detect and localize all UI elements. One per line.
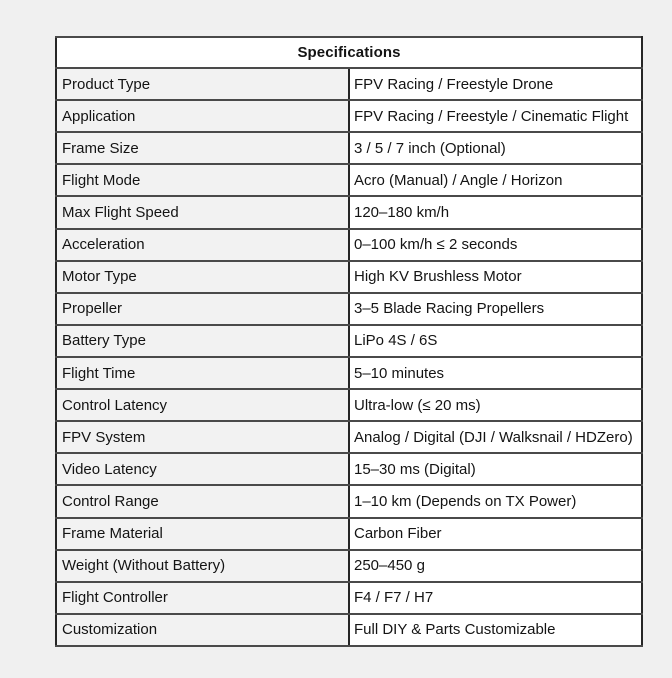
spec-label-cell: Propeller — [55, 291, 350, 326]
spec-value-cell: FPV Racing / Freestyle Drone — [348, 66, 643, 102]
spec-value-cell: 3–5 Blade Racing Propellers — [348, 291, 643, 326]
spec-value-cell: F4 / F7 / H7 — [348, 580, 643, 615]
table-row: Battery Type LiPo 4S / 6S — [55, 323, 643, 358]
table-row: Customization Full DIY & Parts Customizab… — [55, 612, 643, 648]
spec-label-cell: Application — [55, 99, 350, 134]
table-row: Max Flight Speed 120–180 km/h — [55, 195, 643, 230]
spec-label-cell: Control Latency — [55, 388, 350, 423]
spec-value-cell: Full DIY & Parts Customizable — [348, 612, 643, 648]
table-row: Frame Size 3 / 5 / 7 inch (Optional) — [55, 131, 643, 166]
spec-value-cell: LiPo 4S / 6S — [348, 323, 643, 358]
spec-value-cell: Analog / Digital (DJI / Walksnail / HDZe… — [348, 420, 643, 455]
spec-label-cell: Control Range — [55, 484, 350, 519]
table-body: Product Type FPV Racing / Freestyle Drone… — [55, 66, 643, 648]
spec-value-cell: 0–100 km/h ≤ 2 seconds — [348, 227, 643, 262]
table-row: Motor Type High KV Brushless Motor — [55, 259, 643, 294]
table-row: Frame Material Carbon Fiber — [55, 516, 643, 551]
spec-label-cell: Motor Type — [55, 259, 350, 294]
table-row: Acceleration 0–100 km/h ≤ 2 seconds — [55, 227, 643, 262]
spec-label-cell: Acceleration — [55, 227, 350, 262]
spec-value-cell: 1–10 km (Depends on TX Power) — [348, 484, 643, 519]
table-header: Specifications — [55, 36, 643, 69]
specifications-table: Specifications Product Type FPV Racing / … — [55, 36, 643, 648]
spec-label-cell: Video Latency — [55, 452, 350, 487]
spec-value-cell: FPV Racing / Freestyle / Cinematic Fligh… — [348, 99, 643, 134]
table-row: FPV System Analog / Digital (DJI / Walksn… — [55, 420, 643, 455]
table-row: Control Range 1–10 km (Depends on TX Powe… — [55, 484, 643, 519]
table-row: Product Type FPV Racing / Freestyle Drone — [55, 66, 643, 102]
table-row: Control Latency Ultra-low (≤ 20 ms) — [55, 388, 643, 423]
table-row: Flight Controller F4 / F7 / H7 — [55, 580, 643, 615]
table-header-row: Specifications — [55, 36, 643, 69]
spec-value-cell: 250–450 g — [348, 548, 643, 583]
spec-value-cell: 15–30 ms (Digital) — [348, 452, 643, 487]
table-title: Specifications — [55, 36, 643, 69]
table-row: Application FPV Racing / Freestyle / Cine… — [55, 99, 643, 134]
spec-value-cell: Carbon Fiber — [348, 516, 643, 551]
spec-label-cell: Battery Type — [55, 323, 350, 358]
spec-value-cell: Ultra-low (≤ 20 ms) — [348, 388, 643, 423]
table-row: Flight Time 5–10 minutes — [55, 355, 643, 391]
spec-label-cell: Flight Controller — [55, 580, 350, 615]
spec-value-cell: 5–10 minutes — [348, 355, 643, 391]
table-row: Flight Mode Acro (Manual) / Angle / Horiz… — [55, 163, 643, 198]
spec-value-cell: 120–180 km/h — [348, 195, 643, 230]
spec-label-cell: Product Type — [55, 66, 350, 102]
spec-label-cell: FPV System — [55, 420, 350, 455]
table-row: Propeller 3–5 Blade Racing Propellers — [55, 291, 643, 326]
spec-label-cell: Customization — [55, 612, 350, 648]
table-row: Weight (Without Battery) 250–450 g — [55, 548, 643, 583]
spec-label-cell: Flight Mode — [55, 163, 350, 198]
spec-value-cell: 3 / 5 / 7 inch (Optional) — [348, 131, 643, 166]
table-row: Video Latency 15–30 ms (Digital) — [55, 452, 643, 487]
spec-label-cell: Weight (Without Battery) — [55, 548, 350, 583]
spec-label-cell: Flight Time — [55, 355, 350, 391]
spec-value-cell: High KV Brushless Motor — [348, 259, 643, 294]
spec-label-cell: Max Flight Speed — [55, 195, 350, 230]
spec-label-cell: Frame Size — [55, 131, 350, 166]
spec-label-cell: Frame Material — [55, 516, 350, 551]
spec-value-cell: Acro (Manual) / Angle / Horizon — [348, 163, 643, 198]
